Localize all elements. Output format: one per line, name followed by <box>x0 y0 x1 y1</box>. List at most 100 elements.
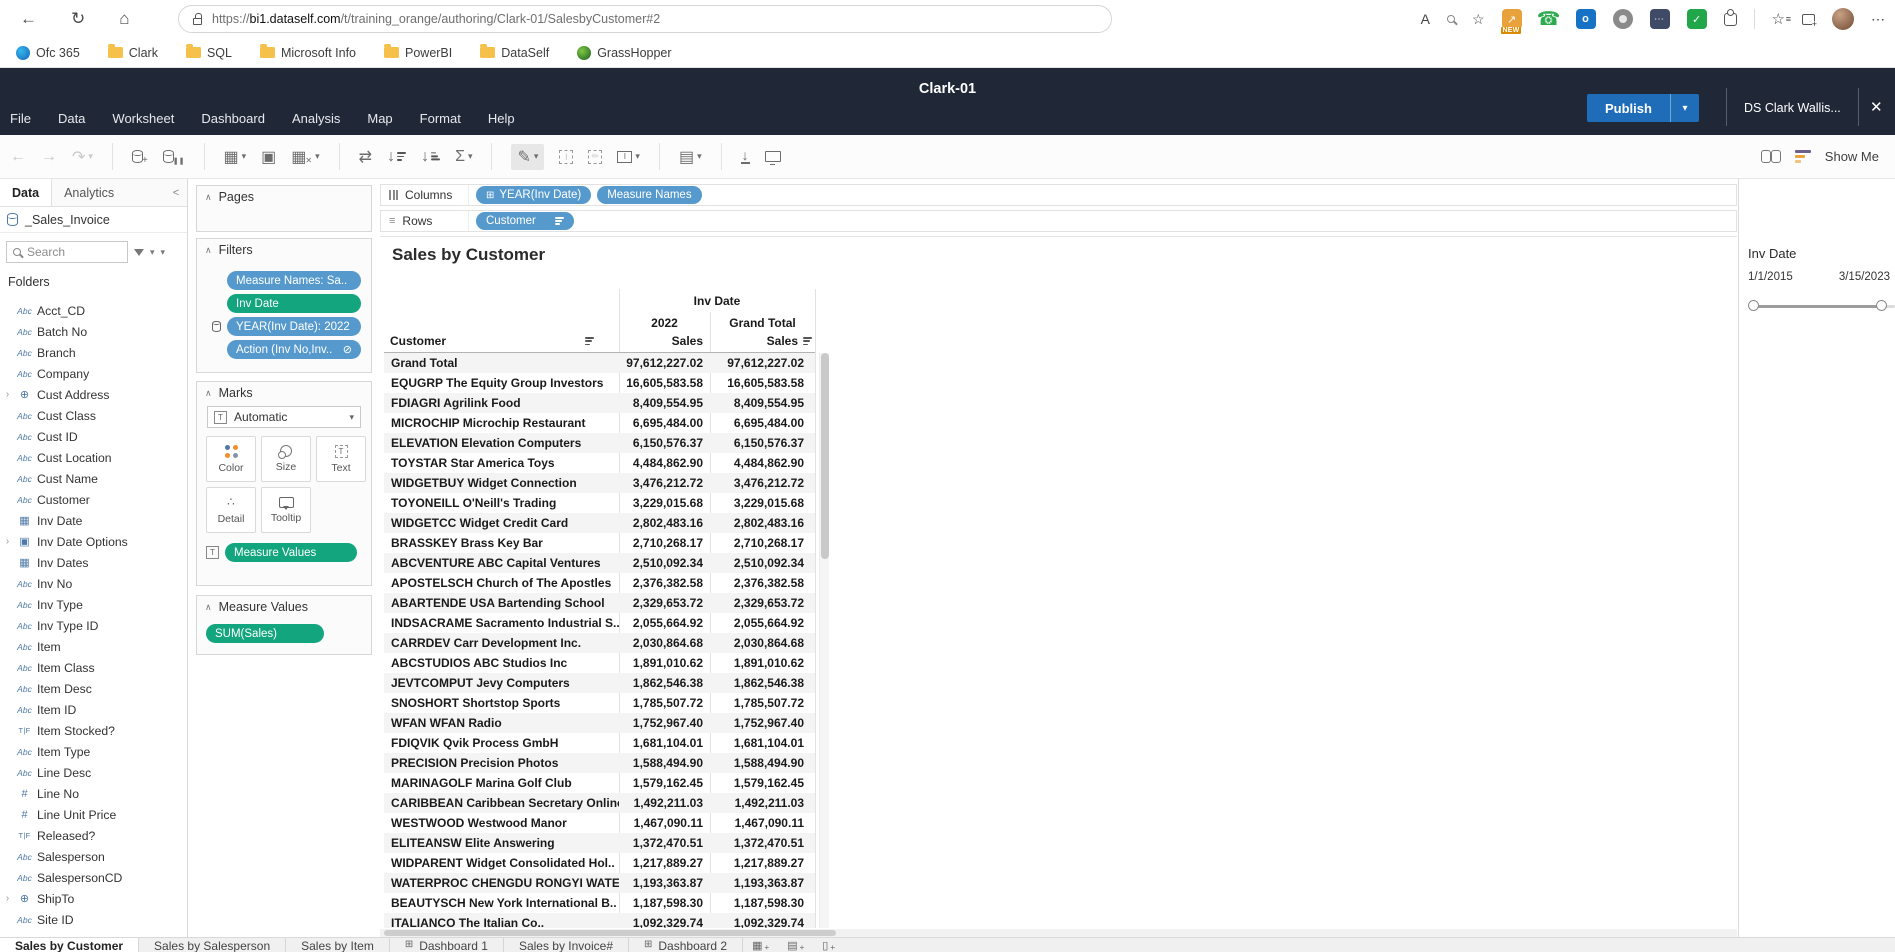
bookmark-item[interactable]: SQL <box>185 44 232 60</box>
table-row[interactable]: CARRDEV Carr Development Inc. 2,030,864.… <box>384 633 815 653</box>
table-row[interactable]: SNOSHORT Shortstop Sports 1,785,507.72 1… <box>384 693 815 713</box>
table-row[interactable]: Grand Total 97,612,227.02 97,612,227.02 <box>384 353 815 373</box>
sales-total-cell[interactable]: 3,476,212.72 <box>733 476 804 490</box>
menu-item[interactable]: Dashboard <box>201 111 265 126</box>
sheet-tab[interactable]: Sales by Invoice# <box>504 938 629 952</box>
field-row[interactable]: ShipTo <box>0 888 187 909</box>
sales-total-cell[interactable]: 1,467,090.11 <box>734 816 804 830</box>
sales-2022-cell[interactable]: 2,802,483.16 <box>632 516 703 530</box>
mark-button[interactable]: Detail <box>206 487 256 533</box>
customer-cell[interactable]: FDIAGRI Agrilink Food <box>391 396 521 410</box>
marks-header[interactable]: Marks <box>197 382 371 404</box>
sales-2022-cell[interactable]: 2,376,382.58 <box>632 576 703 590</box>
table-row[interactable]: MARINAGOLF Marina Golf Club 1,579,162.45… <box>384 773 815 793</box>
expander-icon[interactable] <box>3 389 12 400</box>
menu-item[interactable]: Data <box>57 111 86 126</box>
customer-cell[interactable]: MICROCHIP Microchip Restaurant <box>391 416 586 430</box>
phone-extension-icon[interactable]: ☎ <box>1536 8 1561 30</box>
field-row[interactable]: Item ID <box>0 699 187 720</box>
sales-2022-cell[interactable]: 1,372,470.51 <box>632 836 703 850</box>
customer-cell[interactable]: WIDGETBUY Widget Connection <box>391 476 577 490</box>
field-row[interactable]: SalespersonCD <box>0 867 187 888</box>
customer-cell[interactable]: WATERPROC CHENGDU RONGYI WATE.. <box>391 876 619 890</box>
mark-button[interactable]: Color <box>206 436 256 482</box>
shelf-pill[interactable]: Measure Names <box>597 186 702 204</box>
field-row[interactable]: Line Unit Price <box>0 804 187 825</box>
field-row[interactable]: Item Desc <box>0 678 187 699</box>
sheet-tab[interactable]: Dashboard 1 <box>390 938 504 952</box>
sales-2022-cell[interactable]: 2,510,092.34 <box>632 556 703 570</box>
bookmark-item[interactable]: PowerBI <box>384 44 452 60</box>
bookmark-item[interactable]: GrassHopper <box>577 45 672 60</box>
table-row[interactable]: MICROCHIP Microchip Restaurant 6,695,484… <box>384 413 815 433</box>
table-row[interactable]: PRECISION Precision Photos 1,588,494.90 … <box>384 753 815 773</box>
sales-total-cell[interactable]: 1,492,211.03 <box>734 796 804 810</box>
sort-descending-icon[interactable]: ↓ <box>421 148 441 166</box>
sort-ascending-icon[interactable]: ↓ <box>387 148 407 166</box>
field-row[interactable]: Cust Class <box>0 405 187 426</box>
customer-cell[interactable]: PRECISION Precision Photos <box>391 756 559 770</box>
customer-cell[interactable]: JEVTCOMPUT Jevy Computers <box>391 676 570 690</box>
field-row[interactable]: Inv Date <box>0 510 187 531</box>
measure-values-pill[interactable]: Measure Values <box>225 543 357 562</box>
sales-2022-cell[interactable]: 1,492,211.03 <box>633 796 703 810</box>
customer-cell[interactable]: MARINAGOLF Marina Golf Club <box>391 776 572 790</box>
table-row[interactable]: WFAN WFAN Radio 1,752,967.40 1,752,967.4… <box>384 713 815 733</box>
menu-item[interactable]: Help <box>487 111 515 126</box>
download-icon[interactable]: ↓ <box>740 147 750 164</box>
row-header-label[interactable]: Customer <box>390 334 447 348</box>
field-row[interactable]: Cust Name <box>0 468 187 489</box>
field-row[interactable]: Released? <box>0 825 187 846</box>
gray-extension-icon[interactable] <box>1612 9 1633 29</box>
customer-cell[interactable]: ABCSTUDIOS ABC Studios Inc <box>391 656 568 670</box>
customer-cell[interactable]: WESTWOOD Westwood Manor <box>391 816 567 830</box>
field-row[interactable]: Inv No <box>0 573 187 594</box>
field-row[interactable]: Cust Address <box>0 384 187 405</box>
sales-total-cell[interactable]: 8,409,554.95 <box>733 396 804 410</box>
sales-total-cell[interactable]: 97,612,227.02 <box>727 356 804 370</box>
customer-cell[interactable]: ABARTENDE USA Bartending School <box>391 596 605 610</box>
table-row[interactable]: INDSACRAME Sacramento Industrial S.. 2,0… <box>384 613 815 633</box>
sales-header-total[interactable]: Sales <box>766 334 798 348</box>
table-row[interactable]: APOSTELSCH Church of The Apostles 2,376,… <box>384 573 815 593</box>
sales-total-cell[interactable]: 3,229,015.68 <box>733 496 804 510</box>
customer-cell[interactable]: BRASSKEY Brass Key Bar <box>391 536 543 550</box>
sales-2022-cell[interactable]: 1,785,507.72 <box>632 696 703 710</box>
sales-2022-cell[interactable]: 1,752,967.40 <box>632 716 703 730</box>
field-row[interactable]: Salesperson <box>0 846 187 867</box>
favorites-bar-icon[interactable]: ☆ <box>1772 10 1792 28</box>
sheet-tab[interactable]: Dashboard 2 <box>629 938 744 952</box>
table-row[interactable]: WESTWOOD Westwood Manor 1,467,090.11 1,4… <box>384 813 815 833</box>
customer-cell[interactable]: SNOSHORT Shortstop Sports <box>391 696 561 710</box>
chevron-up-icon[interactable] <box>205 192 212 203</box>
sales-2022-cell[interactable]: 1,187,598.30 <box>632 896 703 910</box>
table-row[interactable]: WATERPROC CHENGDU RONGYI WATE.. 1,193,36… <box>384 873 815 893</box>
sales-2022-cell[interactable]: 1,579,162.45 <box>632 776 703 790</box>
collections-icon[interactable] <box>1802 13 1817 28</box>
sales-2022-cell[interactable]: 8,409,554.95 <box>632 396 703 410</box>
menu-item[interactable]: Format <box>419 111 461 126</box>
table-row[interactable]: JEVTCOMPUT Jevy Computers 1,862,546.38 1… <box>384 673 815 693</box>
year-column-header[interactable]: 2022 <box>651 316 678 330</box>
format-annotation-icon[interactable]: ✏ <box>588 149 603 164</box>
zoom-out-icon[interactable] <box>1446 15 1455 23</box>
menu-item[interactable]: File <box>10 111 31 126</box>
sales-total-cell[interactable]: 6,150,576.37 <box>733 436 804 450</box>
field-row[interactable]: Cust ID <box>0 426 187 447</box>
field-row[interactable]: Company <box>0 363 187 384</box>
sales-total-cell[interactable]: 1,092,329.74 <box>733 916 804 928</box>
menu-item[interactable]: Analysis <box>291 111 341 126</box>
table-row[interactable]: ELEVATION Elevation Computers 6,150,576.… <box>384 433 815 453</box>
sales-total-cell[interactable]: 2,055,664.92 <box>733 616 804 630</box>
sales-2022-cell[interactable]: 1,588,494.90 <box>632 756 703 770</box>
field-row[interactable]: Branch <box>0 342 187 363</box>
sales-total-cell[interactable]: 2,030,864.68 <box>733 636 804 650</box>
presentation-mode-icon[interactable] <box>764 151 781 165</box>
customer-cell[interactable]: ELITEANSW Elite Answering <box>391 836 555 850</box>
dark-extension-icon[interactable]: ⋯ <box>1649 9 1670 29</box>
collapse-pane-icon[interactable]: < <box>165 179 187 206</box>
field-row[interactable]: Site ID <box>0 909 187 930</box>
chevron-down-icon[interactable]: ▾ <box>150 246 155 257</box>
customer-cell[interactable]: ELEVATION Elevation Computers <box>391 436 582 450</box>
close-icon[interactable]: ✕ <box>1870 99 1883 116</box>
